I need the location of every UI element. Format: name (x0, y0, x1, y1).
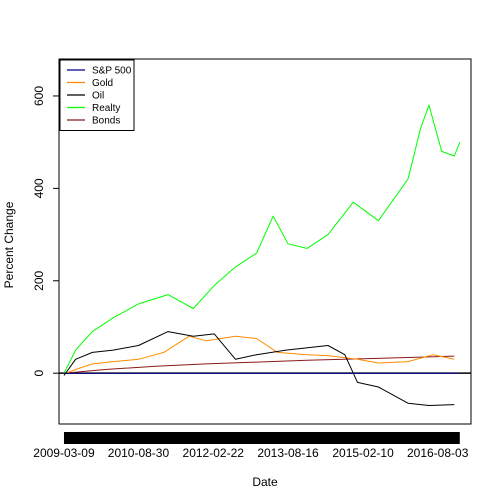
x-tick-label: 2012-02-22 (183, 446, 245, 460)
legend-label: Gold (92, 78, 113, 89)
rug-bar (63, 432, 460, 444)
series-layer (63, 104, 461, 406)
legend-label: Bonds (92, 116, 120, 127)
series-line-bonds (63, 355, 455, 374)
y-axis-label: Percent Change (2, 201, 16, 288)
date-rug (63, 432, 460, 444)
x-tick-label: 2009-03-09 (33, 446, 95, 460)
series-line-realty (63, 104, 461, 374)
y-tick-label: 0 (32, 370, 46, 377)
y-tick-label: 600 (32, 86, 46, 106)
x-tick-label: 2013-08-16 (257, 446, 319, 460)
series-line-gold (63, 335, 455, 375)
y-tick-label: 200 (32, 270, 46, 290)
legend-label: Oil (92, 91, 104, 102)
legend-label: S&P 500 (92, 66, 132, 77)
x-tick-label: 2010-08-30 (108, 446, 170, 460)
x-axis: 2009-03-09 2010-08-30 2012-02-22 2013-08-16… (33, 446, 468, 460)
x-axis-label: Date (252, 475, 278, 489)
plot-frame (58, 58, 472, 425)
legend-label: Realty (92, 103, 120, 114)
x-tick-label: 2016-08-03 (407, 446, 469, 460)
series-line-oil (63, 331, 455, 406)
y-tick-label: 400 (32, 178, 46, 198)
x-tick-label: 2015-02-10 (332, 446, 394, 460)
y-axis: 0 200 400 600 (32, 86, 59, 377)
